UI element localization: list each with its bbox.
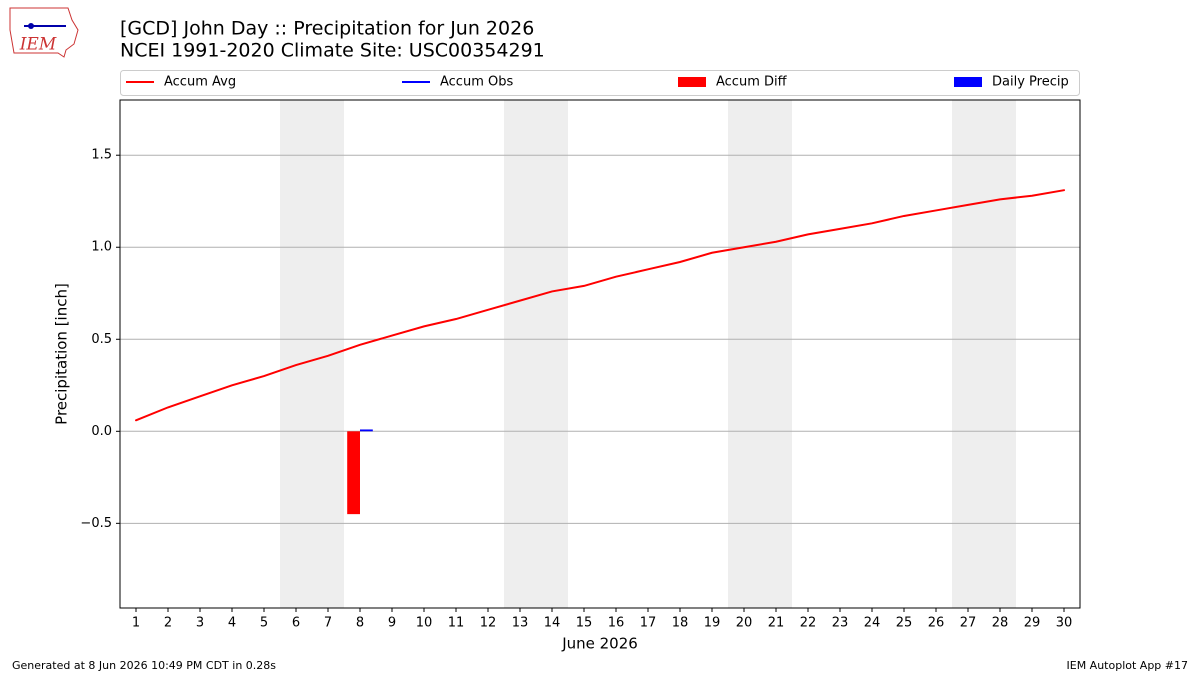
y-tick-label: 0.0 [91, 424, 112, 439]
x-tick-label: 15 [576, 616, 593, 631]
legend-label: Accum Obs [440, 75, 513, 90]
x-tick-label: 8 [356, 616, 364, 631]
x-tick-label: 21 [768, 616, 785, 631]
legend-label: Accum Avg [164, 75, 236, 90]
x-tick-label: 18 [672, 616, 689, 631]
x-tick-label: 11 [448, 616, 465, 631]
x-tick-label: 29 [1024, 616, 1041, 631]
x-tick-label: 16 [608, 616, 625, 631]
logo: IEM [9, 7, 79, 58]
logo-dot [28, 23, 34, 29]
x-tick-label: 10 [416, 616, 433, 631]
y-tick-label: 1.5 [91, 148, 112, 163]
y-tick-label: −0.5 [80, 516, 112, 531]
bar [360, 429, 373, 432]
legend-swatch [678, 77, 706, 87]
bar [347, 431, 360, 515]
plot-frame [119, 99, 1081, 609]
x-tick-label: 23 [832, 616, 849, 631]
y-tick-label: 0.5 [91, 332, 112, 347]
x-tick-label: 4 [228, 616, 236, 631]
weekend-shade [536, 100, 568, 608]
weekend-shade [984, 100, 1016, 608]
x-tick-label: 3 [196, 616, 204, 631]
legend-box [120, 70, 1080, 96]
weekend-shade [952, 100, 984, 608]
x-tick-label: 19 [704, 616, 721, 631]
logo-outline [9, 7, 79, 58]
footer-right: IEM Autoplot App #17 [1067, 659, 1189, 672]
weekend-shade [312, 100, 344, 608]
x-tick-label: 25 [896, 616, 913, 631]
legend-label: Daily Precip [992, 75, 1069, 90]
legend-label: Accum Diff [716, 75, 788, 90]
x-tick-label: 12 [480, 616, 497, 631]
weekend-shade [280, 100, 312, 608]
logo-text: IEM [19, 35, 57, 55]
x-tick-label: 9 [388, 616, 396, 631]
chart-title: [GCD] John Day :: Precipitation for Jun … [120, 18, 534, 40]
x-tick-label: 5 [260, 616, 268, 631]
x-tick-label: 24 [864, 616, 881, 631]
x-tick-label: 7 [324, 616, 332, 631]
x-tick-label: 22 [800, 616, 817, 631]
x-tick-label: 20 [736, 616, 753, 631]
x-tick-label: 30 [1056, 616, 1073, 631]
x-axis-label: June 2026 [561, 635, 638, 653]
y-axis-label: Precipitation [inch] [53, 283, 71, 425]
x-tick-label: 26 [928, 616, 945, 631]
y-tick-label: 1.0 [91, 240, 112, 255]
weekend-shade [760, 100, 792, 608]
x-tick-label: 17 [640, 616, 657, 631]
line [135, 189, 1065, 422]
chart-subtitle: NCEI 1991-2020 Climate Site: USC00354291 [120, 40, 545, 62]
x-tick-label: 27 [960, 616, 977, 631]
x-tick-label: 2 [164, 616, 172, 631]
legend-swatch [954, 77, 982, 87]
x-tick-label: 28 [992, 616, 1009, 631]
weekend-shade [504, 100, 536, 608]
x-tick-label: 14 [544, 616, 561, 631]
x-tick-label: 1 [132, 616, 140, 631]
footer-left: Generated at 8 Jun 2026 10:49 PM CDT in … [12, 659, 276, 672]
x-tick-label: 13 [512, 616, 529, 631]
weekend-shade [728, 100, 760, 608]
x-tick-label: 6 [292, 616, 300, 631]
